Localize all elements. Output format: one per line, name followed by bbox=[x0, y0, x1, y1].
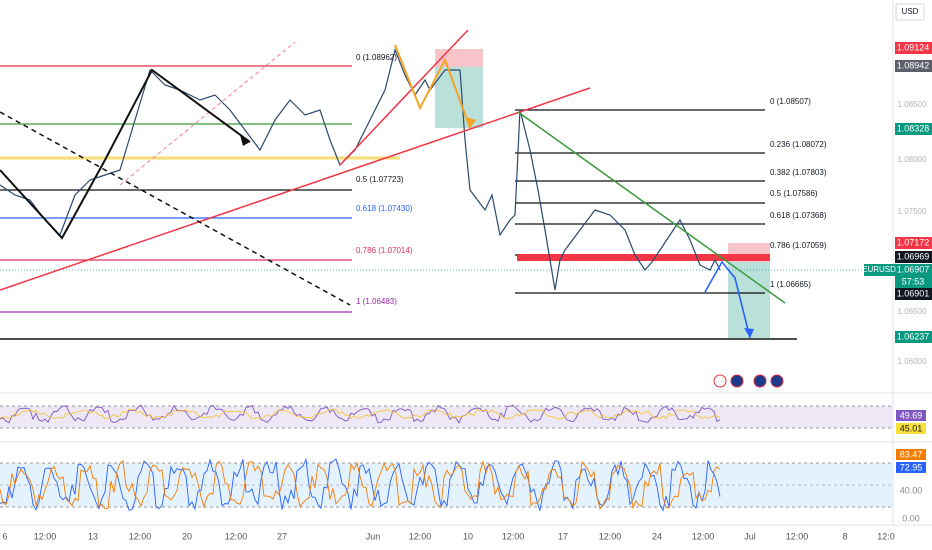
time-label: 12:00 bbox=[129, 531, 152, 541]
rsi-ma-value: 45.01 bbox=[900, 423, 923, 433]
fib-label: 0.236 (1.08072) bbox=[770, 140, 827, 149]
price-tag bbox=[895, 264, 932, 276]
fib-label: 0.382 (1.07803) bbox=[770, 168, 827, 177]
time-label: 20 bbox=[182, 531, 192, 541]
stoch-d bbox=[0, 460, 721, 510]
rsi-value: 49.69 bbox=[900, 410, 923, 420]
price-level: 1.06000 bbox=[898, 357, 927, 366]
price-tag bbox=[895, 237, 932, 249]
fib-label: 0.786 (1.07014) bbox=[356, 246, 413, 255]
price-label: 1.06969 bbox=[897, 251, 930, 261]
time-label: 12:00 bbox=[225, 531, 248, 541]
fib-label: 1 (1.06483) bbox=[356, 297, 397, 306]
fib-label: 0 (1.08507) bbox=[770, 97, 811, 106]
time-label: 12:0 bbox=[877, 531, 895, 541]
symbol: EURUSD bbox=[862, 265, 896, 274]
symbol-tag bbox=[864, 264, 895, 276]
event-icons bbox=[713, 374, 784, 388]
tag bbox=[896, 462, 926, 473]
price-tag bbox=[895, 123, 932, 135]
price-label: 1.06901 bbox=[897, 288, 930, 298]
time-label: 17 bbox=[558, 531, 568, 541]
time-label: 12:00 bbox=[409, 531, 432, 541]
price-label: 1.09124 bbox=[897, 42, 930, 52]
price-label: 1.07172 bbox=[897, 237, 930, 247]
stoch-k bbox=[0, 457, 721, 512]
price-level: 1.07500 bbox=[898, 207, 927, 216]
price-tag bbox=[895, 251, 932, 263]
price-label: 1.08942 bbox=[897, 60, 930, 70]
time-label: 8 bbox=[842, 531, 847, 541]
drawings bbox=[0, 29, 786, 339]
fib-label: 0.618 (1.07368) bbox=[770, 211, 827, 220]
price-tag bbox=[895, 276, 932, 288]
fib-label: 0.618 (1.07430) bbox=[356, 204, 413, 213]
tag bbox=[896, 449, 926, 460]
fib-label: 0.5 (1.07586) bbox=[770, 189, 818, 198]
time-label: 6 bbox=[2, 531, 7, 541]
price-tag bbox=[895, 42, 932, 54]
fib-label: 0.786 (1.07059) bbox=[770, 241, 827, 250]
stoch-value: 72.95 bbox=[900, 462, 923, 472]
price-level: 1.08000 bbox=[898, 155, 927, 164]
price-tags: 1.09124 1.08942 1.08328 1.07172 1.06969 1.069… bbox=[862, 42, 932, 343]
target-zone bbox=[728, 262, 770, 338]
fib-label: 0 (1.08962) bbox=[356, 53, 397, 62]
time-label: 27 bbox=[277, 531, 287, 541]
faint-prices: 1.08500 1.08000 1.07500 1.06500 1.06000 bbox=[898, 100, 927, 366]
fib-label: 0.5 (1.07723) bbox=[356, 175, 404, 184]
price-label: 57:53 bbox=[902, 276, 925, 286]
tag bbox=[896, 423, 926, 434]
time-label: 13 bbox=[88, 531, 98, 541]
time-label: 12:00 bbox=[599, 531, 622, 541]
time-label: 24 bbox=[652, 531, 662, 541]
price-label: 1.08328 bbox=[897, 123, 930, 133]
time-label: Jun bbox=[366, 531, 381, 541]
rsi-line bbox=[0, 404, 721, 424]
rsi-ma bbox=[0, 408, 721, 420]
time-label: 12:00 bbox=[34, 531, 57, 541]
price-label: 1.06237 bbox=[897, 331, 930, 341]
resistance-band bbox=[517, 254, 770, 261]
time-label: Jul bbox=[744, 531, 756, 541]
rsi-band bbox=[0, 406, 893, 428]
time-axis: 6 12:00 13 12:00 20 12:00 27 Jun 12:00 10 12:00 17 1… bbox=[2, 531, 894, 541]
price-tag bbox=[895, 288, 932, 300]
stoch-level-label: 0.00 bbox=[902, 513, 920, 523]
price-tag bbox=[895, 331, 932, 343]
currency-button[interactable] bbox=[895, 3, 925, 21]
currency: USD bbox=[902, 7, 919, 16]
stoch-value: 83.47 bbox=[900, 449, 923, 459]
price-level: 1.08500 bbox=[898, 100, 927, 109]
price-level: 1.06500 bbox=[898, 307, 927, 316]
stop-zone bbox=[435, 49, 483, 67]
tag bbox=[896, 410, 926, 421]
time-label: 12:00 bbox=[692, 531, 715, 541]
time-label: 10 bbox=[463, 531, 473, 541]
time-label: 12:00 bbox=[502, 531, 525, 541]
price-label: 1.06907 bbox=[897, 264, 930, 274]
time-label: 12:00 bbox=[786, 531, 809, 541]
fib-label: 1 (1.06665) bbox=[770, 280, 811, 289]
stoch-level-label: 40.00 bbox=[900, 485, 923, 495]
price-tag bbox=[895, 60, 932, 72]
